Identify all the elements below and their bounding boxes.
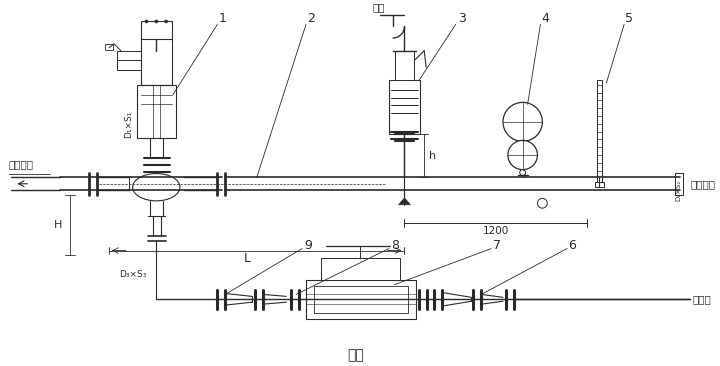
Text: 3: 3 <box>458 12 466 25</box>
Bar <box>675 172 683 195</box>
Text: 1: 1 <box>218 12 226 25</box>
Text: L: L <box>243 252 251 265</box>
Bar <box>306 280 416 319</box>
Text: 二次蒸气: 二次蒸气 <box>690 179 715 189</box>
Circle shape <box>503 102 542 141</box>
Bar <box>105 44 113 50</box>
Text: h: h <box>429 150 436 161</box>
Text: 8: 8 <box>391 239 399 252</box>
Circle shape <box>537 198 547 208</box>
Bar <box>137 85 176 138</box>
Text: 排空: 排空 <box>372 2 384 12</box>
Polygon shape <box>399 198 410 205</box>
Text: D₁×S₁: D₁×S₁ <box>125 110 133 138</box>
Bar <box>314 285 408 313</box>
Text: 2: 2 <box>307 12 315 25</box>
Text: 图九: 图九 <box>347 348 364 362</box>
Bar <box>117 51 140 70</box>
Circle shape <box>145 20 148 23</box>
Bar <box>597 80 603 182</box>
Circle shape <box>520 169 526 175</box>
Circle shape <box>165 20 168 23</box>
Bar <box>595 182 604 187</box>
Text: 一次蒸气: 一次蒸气 <box>9 160 34 169</box>
Bar <box>140 22 172 39</box>
Text: 4: 4 <box>541 12 549 25</box>
Circle shape <box>508 141 537 169</box>
Text: 5: 5 <box>625 12 633 25</box>
Text: 7: 7 <box>493 239 501 252</box>
Text: H: H <box>55 220 63 230</box>
Text: D₂×S₂: D₂×S₂ <box>675 179 681 201</box>
Text: D₃×S₃: D₃×S₃ <box>119 270 146 279</box>
Text: 6: 6 <box>568 239 576 252</box>
Bar <box>395 51 414 80</box>
Bar <box>389 80 420 134</box>
Circle shape <box>155 20 158 23</box>
Ellipse shape <box>132 173 180 201</box>
Text: 1200: 1200 <box>482 226 509 236</box>
Text: 减温水: 减温水 <box>692 294 711 304</box>
Text: 9: 9 <box>304 239 312 252</box>
Bar <box>321 258 400 280</box>
